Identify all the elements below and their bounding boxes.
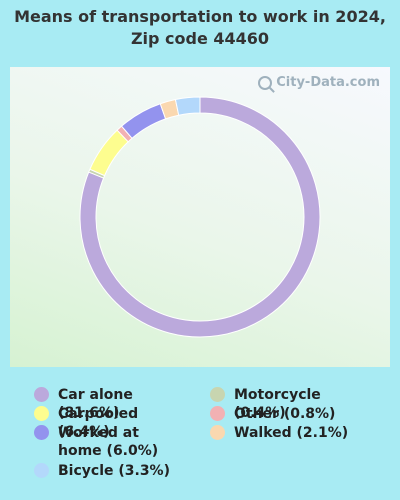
- legend-item-other: Other (0.8%): [210, 405, 335, 423]
- magnifier-icon: [258, 75, 273, 90]
- slice-worked-at-home: [120, 103, 167, 139]
- legend-label: Bicycle (3.3%): [58, 463, 170, 479]
- legend-item-carpooled: Carpooled (6.4%): [34, 405, 188, 441]
- legend-swatch: [34, 387, 49, 402]
- watermark-text: City-Data.com: [276, 75, 380, 90]
- legend-label: Car alone (81.6%): [58, 387, 133, 421]
- legend-swatch: [210, 406, 225, 421]
- legend-label: Other (0.8%): [234, 406, 336, 422]
- legend-item-motorcycle: Motorcycle (0.4%): [210, 386, 364, 422]
- donut-chart: [79, 96, 321, 338]
- legend-label: Motorcycle (0.4%): [234, 387, 321, 421]
- watermark: City-Data.com: [258, 75, 380, 90]
- legend-swatch: [34, 463, 49, 478]
- legend-label: Carpooled (6.4%): [58, 406, 139, 440]
- chart-title: Means of transportation to work in 2024,…: [14, 7, 386, 48]
- legend-swatch: [210, 387, 225, 402]
- legend-item-worked-at-home: Worked at home (6.0%): [34, 424, 178, 460]
- legend-swatch: [210, 425, 225, 440]
- legend-item-walked: Walked (2.1%): [210, 424, 348, 442]
- plot-area: City-Data.com: [10, 67, 390, 367]
- slice-carpooled: [89, 129, 129, 177]
- slice-bicycle: [174, 96, 201, 116]
- legend-item-bicycle: Bicycle (3.3%): [34, 462, 170, 480]
- legend-swatch: [34, 425, 49, 440]
- slice-car-alone: [79, 96, 321, 338]
- legend-label: Walked (2.1%): [234, 425, 349, 441]
- legend-item-car-alone: Car alone (81.6%): [34, 386, 188, 422]
- legend-label: Worked at home (6.0%): [58, 425, 159, 459]
- legend: Car alone (81.6%) Carpooled (6.4%) Worked …: [0, 384, 400, 494]
- legend-swatch: [34, 406, 49, 421]
